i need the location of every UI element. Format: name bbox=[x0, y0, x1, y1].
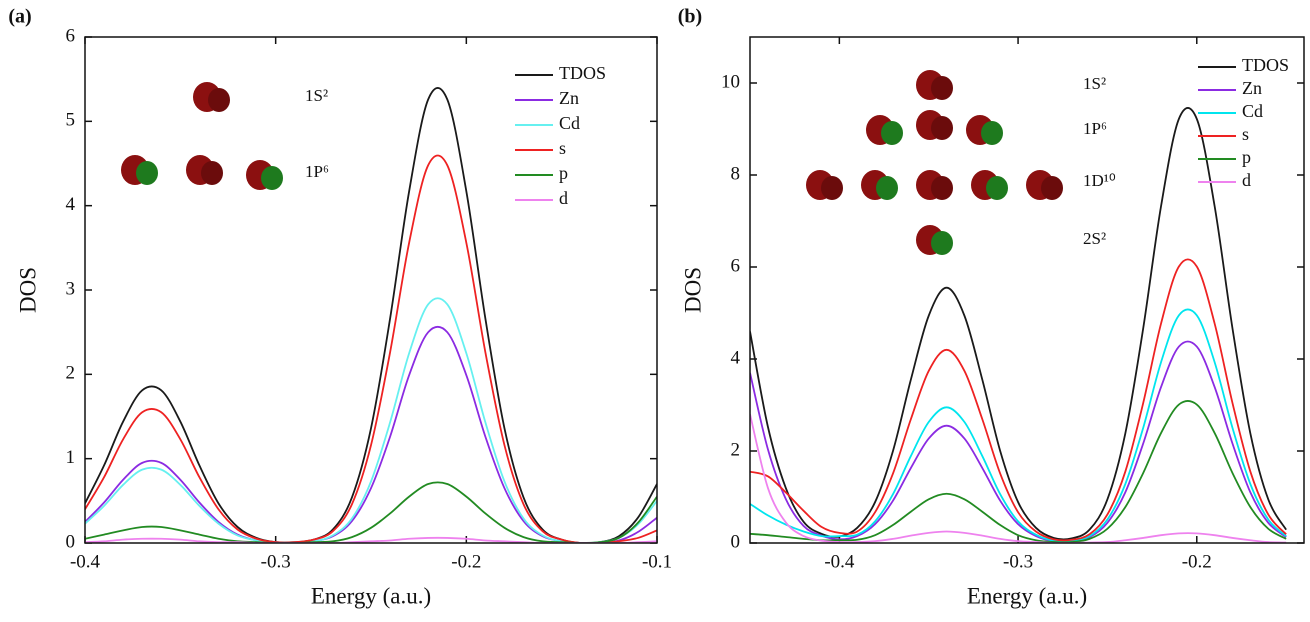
legend-label: Cd bbox=[559, 113, 580, 133]
legend-label: Cd bbox=[1242, 101, 1263, 121]
orbital-lobe bbox=[201, 161, 223, 185]
plot-frame bbox=[84, 36, 658, 544]
panel-label: (b) bbox=[678, 6, 702, 28]
x-tick-label: -0.3 bbox=[261, 551, 291, 572]
level-label: 1P⁶ bbox=[305, 162, 329, 181]
y-tick-label: 0 bbox=[731, 531, 741, 552]
series-line bbox=[750, 308, 1287, 543]
series-line bbox=[750, 340, 1287, 543]
orbital-lobe bbox=[881, 121, 903, 145]
legend-label: s bbox=[1242, 124, 1249, 144]
orbital-images bbox=[121, 70, 1063, 255]
legend-label: s bbox=[559, 138, 566, 158]
orbital-lobe bbox=[931, 76, 953, 100]
legend-label: p bbox=[559, 163, 568, 183]
orbital-lobe bbox=[136, 161, 158, 185]
y-tick-label: 5 bbox=[66, 110, 76, 131]
orbital-lobe bbox=[261, 166, 283, 190]
level-label: 1D¹⁰ bbox=[1083, 171, 1116, 190]
y-tick-label: 2 bbox=[66, 363, 76, 384]
level-label: 2S² bbox=[1083, 229, 1106, 248]
y-tick-label: 8 bbox=[731, 163, 741, 184]
panel-label: (a) bbox=[8, 6, 31, 28]
plot-frame bbox=[749, 36, 1305, 544]
x-tick-label: -0.1 bbox=[642, 551, 672, 572]
y-axis-title: DOS bbox=[680, 267, 705, 313]
series-line bbox=[750, 413, 1287, 543]
legend-label: Zn bbox=[559, 88, 579, 108]
x-tick-label: -0.3 bbox=[1003, 551, 1033, 572]
y-tick-label: 4 bbox=[731, 347, 741, 368]
level-label: 1P⁶ bbox=[1083, 119, 1107, 138]
legend-label: TDOS bbox=[1242, 55, 1289, 75]
y-tick-label: 1 bbox=[66, 447, 76, 468]
orbital-lobe bbox=[986, 176, 1008, 200]
level-label: 1S² bbox=[305, 86, 328, 105]
y-tick-label: 6 bbox=[66, 25, 76, 46]
orbital-lobe bbox=[876, 176, 898, 200]
y-tick-label: 6 bbox=[731, 255, 741, 276]
orbital-lobe bbox=[208, 88, 230, 112]
legend-label: Zn bbox=[1242, 78, 1262, 98]
x-axis-title: Energy (a.u.) bbox=[967, 583, 1087, 608]
orbital-lobe bbox=[1041, 176, 1063, 200]
y-tick-label: 0 bbox=[66, 531, 76, 552]
series-line bbox=[750, 107, 1287, 541]
level-label: 1S² bbox=[1083, 74, 1106, 93]
series-line bbox=[85, 536, 657, 543]
legend-label: d bbox=[1242, 170, 1251, 190]
orbital-lobe bbox=[931, 176, 953, 200]
legend-label: p bbox=[1242, 147, 1251, 167]
x-tick-label: -0.2 bbox=[451, 551, 481, 572]
y-tick-label: 10 bbox=[721, 71, 740, 92]
x-tick-label: -0.4 bbox=[824, 551, 855, 572]
x-axis-title: Energy (a.u.) bbox=[311, 583, 431, 608]
y-tick-label: 3 bbox=[66, 278, 76, 299]
y-axis-title: DOS bbox=[15, 267, 40, 313]
series-line bbox=[750, 258, 1287, 542]
orbital-lobe bbox=[821, 176, 843, 200]
series-line bbox=[85, 481, 657, 543]
x-tick-label: -0.2 bbox=[1182, 551, 1212, 572]
series-line bbox=[85, 154, 657, 543]
y-tick-label: 4 bbox=[66, 194, 76, 215]
series-line bbox=[85, 297, 657, 543]
legend-label: TDOS bbox=[559, 63, 606, 83]
orbital-lobe bbox=[981, 121, 1003, 145]
x-tick-label: -0.4 bbox=[70, 551, 101, 572]
orbital-lobe bbox=[931, 116, 953, 140]
series-line bbox=[750, 400, 1287, 543]
series-line bbox=[85, 325, 657, 543]
y-tick-label: 2 bbox=[731, 439, 741, 460]
legend-label: d bbox=[559, 188, 568, 208]
orbital-lobe bbox=[931, 231, 953, 255]
